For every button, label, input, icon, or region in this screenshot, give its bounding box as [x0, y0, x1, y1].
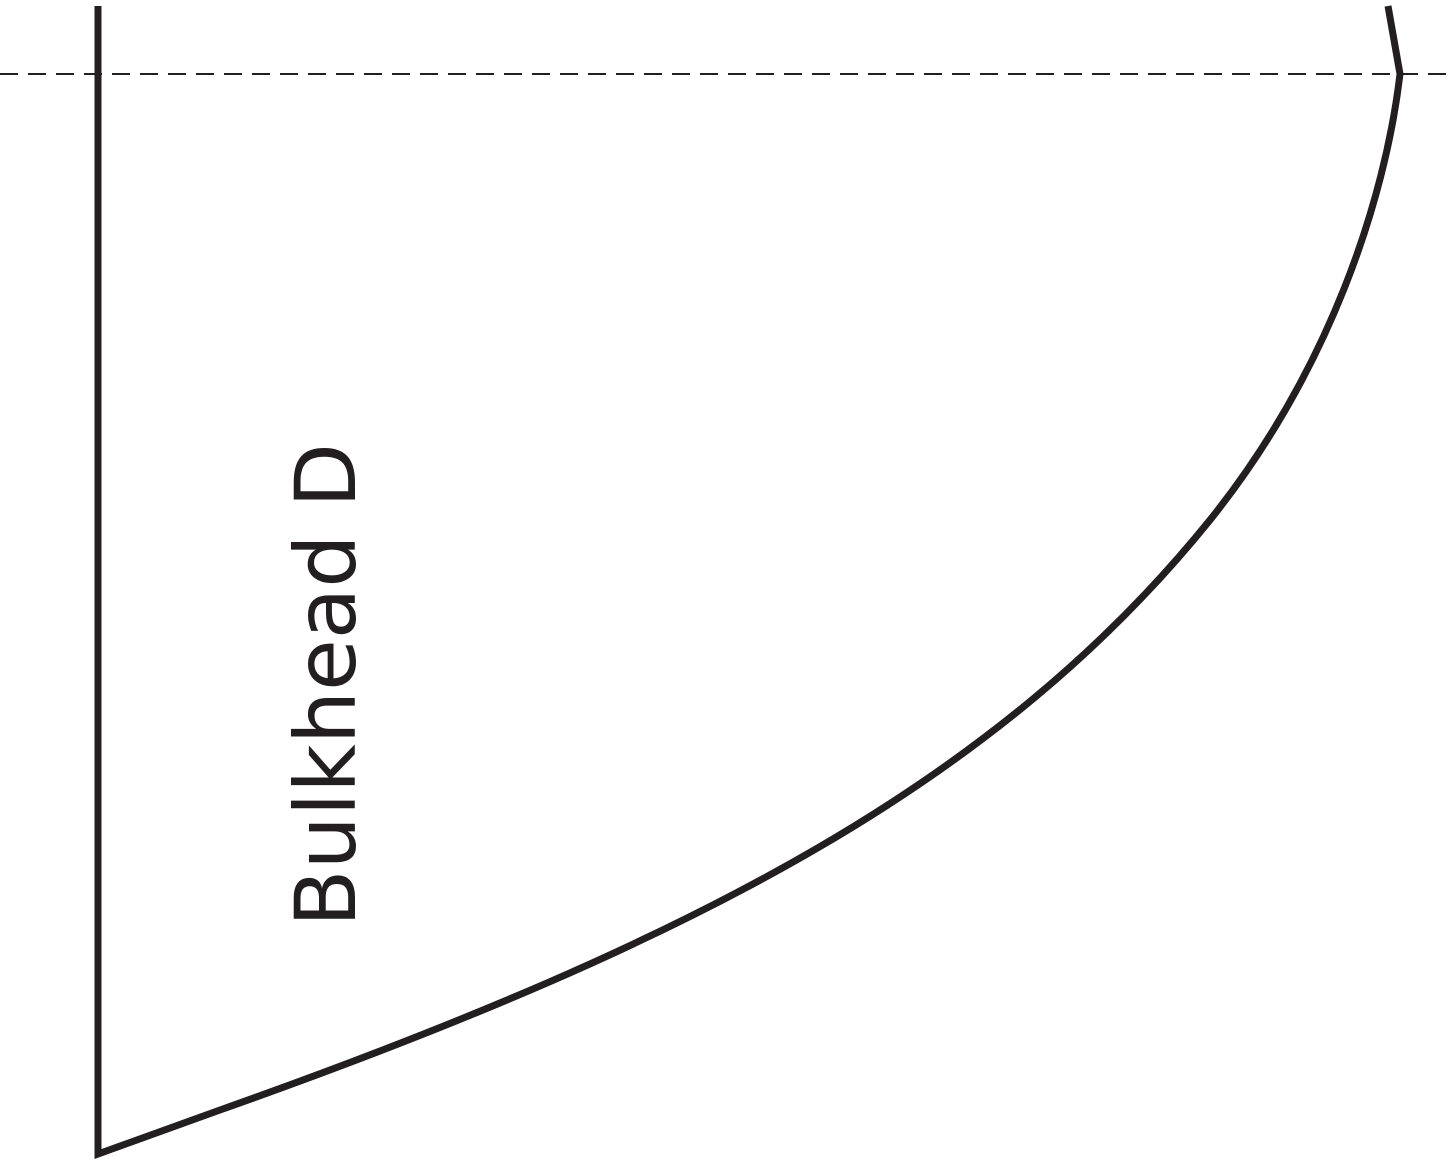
bulkhead-label: Bulkhead D [277, 443, 375, 927]
bulkhead-outline [94, 5, 1404, 1159]
